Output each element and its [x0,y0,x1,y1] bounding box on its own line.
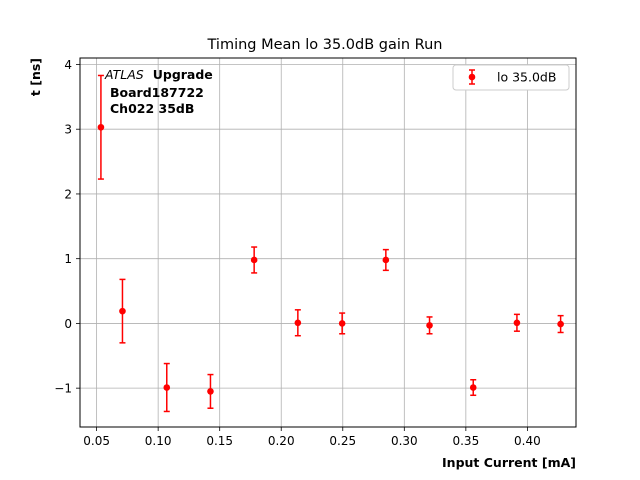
x-tick-label: 0.30 [391,434,418,448]
y-tick-label: −1 [54,382,72,396]
data-point [426,322,433,329]
svg-text:ATLAS Upgrade: ATLAS Upgrade [104,67,213,82]
data-point [163,384,171,391]
data-point [382,256,390,264]
axis-ticks: 0.05 0.10 0.15 0.20 0.25 0.30 0.35 0.40 −1 0 1 2 3 4 [54,58,540,448]
grid-lines [80,58,576,427]
y-tick-label: 2 [64,187,72,201]
x-tick-label: 0.35 [452,434,479,448]
x-tick-label: 0.20 [268,434,295,448]
data-point [119,307,126,315]
y-tick-label: 0 [64,317,72,331]
data-points [97,74,564,413]
x-axis-label: Input Current [mA] [442,455,576,470]
data-point [97,123,105,131]
x-tick-label: 0.25 [329,434,356,448]
x-tick-label: 0.10 [145,434,172,448]
atlas-annotation: ATLAS Upgrade Board187722 Ch022 35dB [104,67,213,116]
legend-marker-icon [468,73,476,81]
x-tick-label: 0.05 [83,434,110,448]
data-point [557,320,564,328]
data-point [294,319,302,327]
chart-title: Timing Mean lo 35.0dB gain Run [207,37,443,53]
legend: lo 35.0dB [452,64,570,91]
annotation-tag: Upgrade [153,67,213,82]
y-tick-label: 3 [64,123,72,137]
legend-label: lo 35.0dB [497,70,556,85]
annotation-experiment: ATLAS [104,67,144,82]
data-point [250,256,258,264]
annotation-board: Board187722 [110,85,204,100]
legend-box [452,64,570,91]
plot-area-frame [79,57,577,428]
x-tick-label: 0.40 [514,434,541,448]
y-tick-label: 1 [64,252,72,266]
x-tick-label: 0.15 [206,434,233,448]
y-tick-label: 4 [64,58,72,72]
data-point [469,384,477,391]
data-point [338,320,346,327]
data-point [207,388,214,395]
y-axis-label: t [ns] [28,58,43,96]
annotation-channel: Ch022 35dB [110,101,194,116]
data-point [513,319,521,327]
